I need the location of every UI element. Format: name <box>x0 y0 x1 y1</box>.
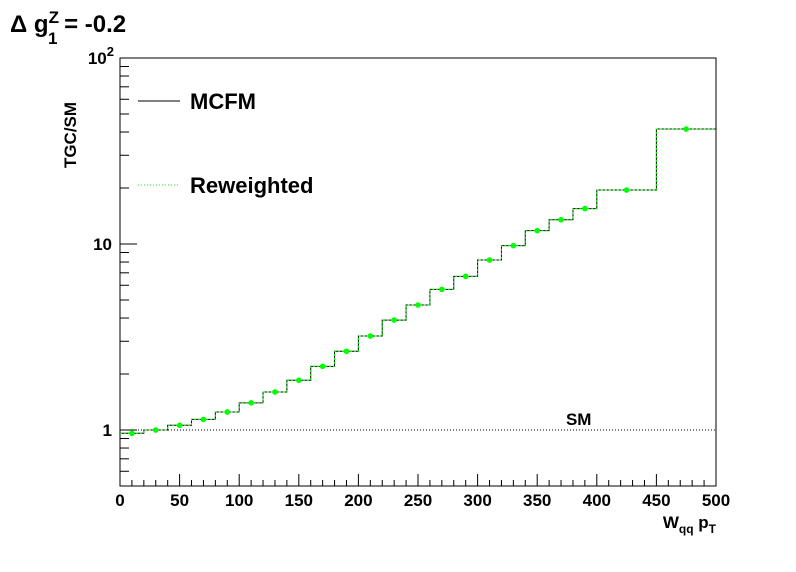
reweighted-point <box>129 430 135 437</box>
reweighted-point <box>439 286 445 293</box>
x-tick-label: 200 <box>344 491 372 510</box>
x-tick-label: 150 <box>285 491 313 510</box>
legend-mcfm-label: MCFM <box>190 89 256 114</box>
reweighted-point <box>224 409 231 415</box>
y-tick-label-10: 10 <box>93 235 112 254</box>
y-tick-label-1: 1 <box>103 421 112 440</box>
reweighted-point <box>683 126 689 132</box>
series-group <box>120 126 716 437</box>
x-tick-label: 100 <box>225 491 253 510</box>
reweighted-point <box>558 216 564 223</box>
x-tick-label: 350 <box>523 491 551 510</box>
reweighted-point <box>319 363 326 370</box>
sm-label: SM <box>566 410 592 429</box>
reweighted-point <box>510 242 517 249</box>
reweighted-point <box>176 422 183 429</box>
reweighted-point <box>152 427 159 433</box>
x-axis-label: Wqq pT <box>663 513 717 536</box>
x-tick-label: 400 <box>583 491 611 510</box>
x-tick-label: 50 <box>170 491 189 510</box>
plot-frame <box>119 57 717 487</box>
x-axis: 0 50 100 150 200 250 300 350 400 450 500 <box>115 474 730 510</box>
chart-title: Δ gZ 1 = -0.2 <box>10 8 126 48</box>
series-reweighted-line <box>120 128 716 434</box>
reweighted-point <box>200 416 207 423</box>
reweighted-point <box>582 205 588 212</box>
x-tick-label: 500 <box>702 491 730 510</box>
reweighted-point <box>391 317 397 323</box>
y-tick-label-100: 102 <box>88 44 114 68</box>
legend-reweighted-label: Reweighted <box>190 173 313 198</box>
reweighted-point <box>415 302 421 308</box>
reweighted-point <box>534 227 540 234</box>
reweighted-point <box>462 273 469 280</box>
reweighted-point <box>248 400 254 406</box>
legend: MCFM Reweighted <box>138 89 313 198</box>
y-axis <box>120 57 137 487</box>
reweighted-point <box>367 333 374 339</box>
y-axis-label: TGC/SM <box>61 102 80 168</box>
x-tick-label: 0 <box>115 491 124 510</box>
reweighted-point <box>296 377 302 384</box>
reweighted-point <box>272 389 278 395</box>
x-tick-label: 250 <box>404 491 432 510</box>
x-tick-label: 450 <box>642 491 670 510</box>
reweighted-point <box>486 257 493 263</box>
reweighted-point <box>623 187 630 193</box>
x-tick-label: 300 <box>463 491 491 510</box>
reweighted-point <box>343 348 350 355</box>
